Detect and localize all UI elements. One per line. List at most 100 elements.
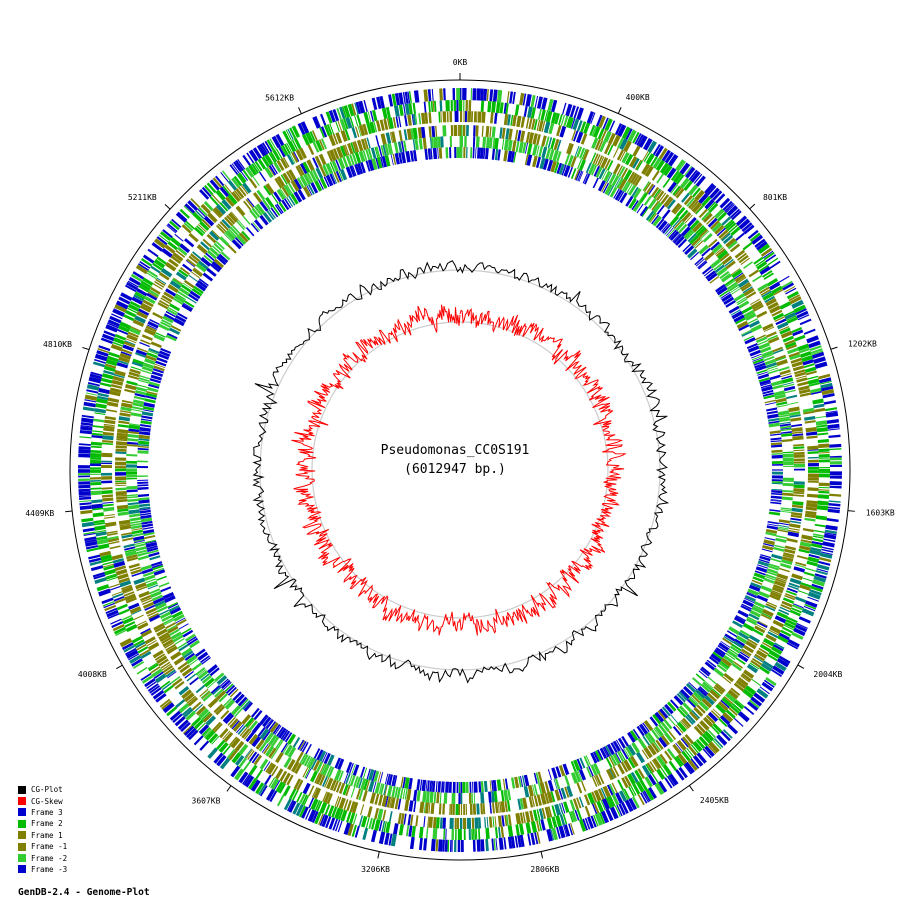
gene-block: [770, 669, 783, 677]
gene-block: [734, 638, 745, 647]
gene-block: [807, 375, 819, 380]
gene-block: [793, 488, 805, 493]
gene-block: [242, 154, 251, 166]
gene-block: [291, 139, 299, 151]
gene-block: [307, 757, 316, 769]
gene-block: [580, 133, 588, 145]
gene-block: [212, 177, 223, 189]
gene-block: [781, 496, 793, 501]
gene-block: [660, 194, 670, 205]
gene-block: [328, 149, 337, 162]
gene-block: [129, 368, 141, 375]
gene-block: [137, 445, 149, 448]
gene-block: [772, 644, 784, 652]
gene-block: [178, 703, 190, 714]
gene-block: [737, 298, 748, 306]
gene-block: [781, 375, 793, 380]
gene-block: [298, 793, 306, 805]
gene-block: [80, 425, 93, 428]
gene-block: [471, 792, 474, 804]
gene-block: [142, 526, 154, 530]
scale-tick-label: 1603KB: [866, 508, 895, 517]
gene-block: [281, 186, 290, 197]
gene-block: [197, 722, 206, 732]
gene-block: [724, 633, 736, 642]
gene-block: [137, 475, 149, 477]
gene-block: [763, 394, 775, 400]
gene-block: [125, 338, 137, 344]
gene-block: [94, 408, 107, 414]
gene-block: [196, 225, 206, 235]
gene-block: [281, 144, 289, 156]
gene-block: [691, 694, 701, 704]
gene-block: [618, 166, 626, 177]
gene-block: [101, 460, 113, 463]
gene-block: [209, 247, 220, 257]
gene-block: [276, 739, 284, 750]
gene-block: [822, 393, 835, 399]
gene-block: [414, 113, 418, 125]
gene-block: [186, 258, 197, 267]
gene-block: [126, 474, 138, 478]
gene-block: [763, 679, 775, 688]
gene-block: [379, 95, 385, 109]
gene-block: [127, 438, 139, 442]
gene-block: [334, 796, 340, 807]
gene-block: [698, 261, 708, 270]
gene-block: [140, 514, 152, 520]
gene-block: [580, 780, 587, 792]
gene-block: [351, 824, 357, 837]
gene-block: [510, 114, 514, 126]
gene-block: [627, 171, 636, 183]
gene-block: [790, 517, 802, 522]
gene-block: [427, 89, 432, 102]
gene-block: [647, 212, 656, 222]
gene-block: [778, 519, 791, 524]
gene-block: [366, 768, 371, 780]
gene-block: [188, 293, 199, 302]
gene-block: [155, 693, 167, 703]
gene-block: [645, 763, 653, 774]
gene-block: [120, 410, 132, 414]
gene-block: [771, 469, 783, 471]
gene-block: [149, 555, 161, 561]
gene-block: [143, 402, 155, 408]
gene-block: [782, 480, 794, 483]
gene-block: [78, 495, 91, 498]
gene-block: [699, 720, 710, 731]
gene-block: [152, 283, 163, 290]
gene-block: [576, 782, 583, 794]
gene-block: [336, 146, 344, 159]
gene-block: [476, 147, 481, 159]
gene-block: [91, 503, 103, 509]
gene-block: [160, 661, 171, 669]
gene-block: [783, 552, 795, 557]
gene-block: [671, 202, 682, 214]
cg-skew-line: [291, 304, 627, 636]
gene-block: [578, 819, 587, 832]
gene-block: [299, 163, 308, 175]
gene-block: [83, 532, 96, 537]
gene-block: [137, 555, 150, 561]
scale-ticks: 0KB400KB801KB1202KB1603KB2004KB2405KB280…: [25, 58, 895, 874]
gene-block: [175, 249, 186, 258]
gene-block: [794, 334, 806, 342]
gene-block: [360, 804, 365, 816]
gene-block: [521, 775, 526, 787]
gene-block: [152, 312, 164, 320]
gene-block: [766, 410, 778, 415]
gene-block: [656, 755, 666, 767]
gene-block: [646, 183, 655, 194]
gene-block: [312, 157, 319, 169]
gene-block: [734, 273, 746, 283]
gene-block: [204, 729, 213, 738]
gene-block: [90, 487, 102, 490]
legend-item: CG-Skew: [18, 795, 67, 806]
gene-block: [284, 744, 293, 756]
gene-block: [812, 535, 824, 539]
gene-block: [619, 150, 626, 162]
scale-tick-label: 5211KB: [128, 193, 157, 202]
gene-block: [628, 786, 635, 797]
gene-block: [265, 762, 274, 773]
gene-block: [141, 568, 154, 575]
